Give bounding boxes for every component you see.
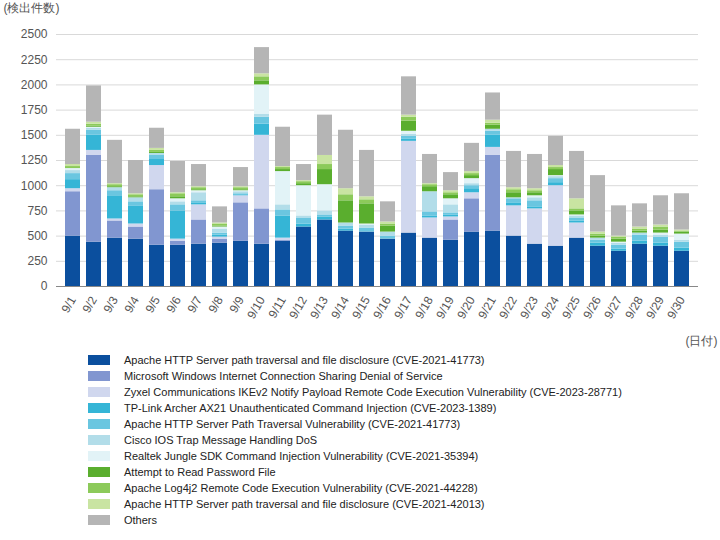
- svg-text:9/26: 9/26: [580, 294, 604, 322]
- svg-text:9/30: 9/30: [664, 294, 688, 322]
- svg-text:9/12: 9/12: [286, 294, 310, 322]
- svg-text:9/1: 9/1: [58, 294, 79, 316]
- svg-text:9/15: 9/15: [349, 294, 373, 322]
- html-text:Realtek Jungle SDK Command Inj: Realtek Jungle SDK Command Injection Vul…: [124, 450, 479, 462]
- svg-text:9/25: 9/25: [559, 294, 583, 322]
- html-text:Apache Log4j2 Remote Code Exec: Apache Log4j2 Remote Code Execution Vuln…: [124, 482, 478, 494]
- svg-text:9/10: 9/10: [244, 294, 268, 322]
- html-text:Zyxel Communications IKEv2 Not: Zyxel Communications IKEv2 Notify Payloa…: [124, 386, 622, 398]
- svg-text:9/29: 9/29: [643, 294, 667, 322]
- svg-text:750: 750: [27, 204, 47, 218]
- svg-text:9/24: 9/24: [538, 294, 562, 322]
- svg-text:9/21: 9/21: [475, 294, 499, 322]
- svg-text:9/28: 9/28: [622, 294, 646, 322]
- svg-text:500: 500: [27, 229, 47, 243]
- svg-text:1250: 1250: [21, 153, 48, 167]
- html-text:Others: Others: [124, 514, 157, 526]
- html-text:TP-Link Archer AX21 Unauthenti: TP-Link Archer AX21 Unauthenticated Comm…: [124, 402, 497, 414]
- svg-text:1500: 1500: [21, 128, 48, 142]
- svg-text:1750: 1750: [21, 103, 48, 117]
- svg-text:9/2: 9/2: [79, 294, 100, 316]
- svg-text:9/20: 9/20: [454, 294, 478, 322]
- svg-text:9/22: 9/22: [496, 294, 520, 322]
- svg-text:9/16: 9/16: [370, 294, 394, 322]
- svg-text:9/11: 9/11: [266, 294, 290, 321]
- svg-text:9/8: 9/8: [205, 294, 226, 316]
- svg-text:9/3: 9/3: [100, 294, 121, 316]
- svg-text:9/7: 9/7: [184, 294, 205, 316]
- html-text:Microsoft Windows Internet Con: Microsoft Windows Internet Connection Sh…: [124, 370, 443, 382]
- svg-text:9/17: 9/17: [391, 294, 415, 322]
- svg-text:2000: 2000: [21, 78, 48, 92]
- svg-text:9/13: 9/13: [307, 294, 331, 322]
- svg-text:9/18: 9/18: [412, 294, 436, 322]
- svg-text:(日付): (日付): [686, 334, 718, 348]
- svg-text:9/4: 9/4: [121, 294, 142, 316]
- html-text:Cisco IOS Trap Message Handlin: Cisco IOS Trap Message Handling DoS: [124, 434, 318, 446]
- svg-text:9/5: 9/5: [142, 294, 163, 316]
- svg-text:1000: 1000: [21, 179, 48, 193]
- svg-text:9/6: 9/6: [163, 294, 184, 316]
- svg-text:250: 250: [27, 254, 47, 268]
- html-text:Attempt to Read Password File: Attempt to Read Password File: [124, 466, 276, 478]
- svg-text:9/19: 9/19: [433, 294, 457, 322]
- svg-text:9/14: 9/14: [328, 294, 352, 322]
- svg-text:0: 0: [41, 279, 48, 293]
- html-text:Apache HTTP Server path traver: Apache HTTP Server path traversal and fi…: [124, 354, 485, 366]
- svg-text:9/23: 9/23: [517, 294, 541, 322]
- svg-text:(検出件数): (検出件数): [4, 1, 60, 15]
- html-text:Apache HTTP Server Path Traver: Apache HTTP Server Path Traversal Vulner…: [124, 418, 461, 430]
- svg-text:2500: 2500: [21, 27, 48, 41]
- svg-text:2250: 2250: [21, 53, 48, 67]
- svg-text:9/27: 9/27: [601, 294, 625, 322]
- svg-text:9/9: 9/9: [226, 294, 247, 316]
- html-text:Apache HTTP Server path traver: Apache HTTP Server path traversal and fi…: [124, 498, 485, 510]
